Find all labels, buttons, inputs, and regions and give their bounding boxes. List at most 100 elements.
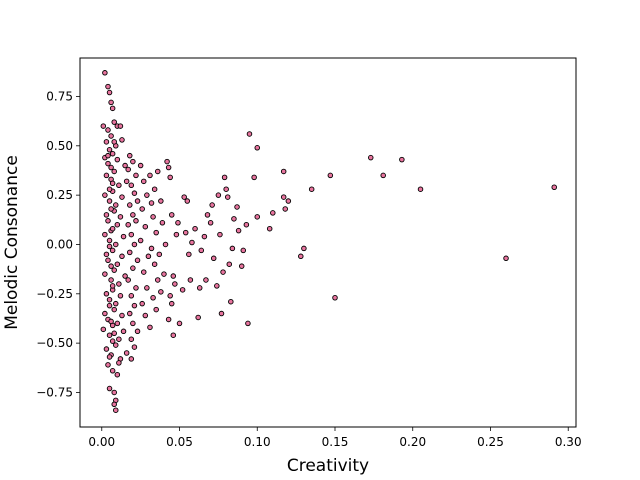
plot-area bbox=[80, 58, 576, 427]
data-point bbox=[142, 223, 149, 230]
data-point bbox=[111, 401, 117, 408]
data-point bbox=[147, 172, 153, 179]
data-point bbox=[137, 162, 144, 169]
data-point bbox=[167, 174, 173, 181]
data-point bbox=[158, 198, 164, 204]
data-point bbox=[399, 156, 405, 163]
data-point bbox=[145, 253, 152, 260]
data-point bbox=[106, 198, 113, 204]
data-point bbox=[184, 198, 191, 204]
data-point bbox=[106, 354, 113, 360]
data-point bbox=[114, 320, 121, 327]
data-point bbox=[103, 251, 110, 258]
data-point bbox=[251, 174, 257, 181]
data-point bbox=[105, 218, 111, 224]
data-point bbox=[128, 293, 135, 299]
data-point bbox=[105, 127, 111, 133]
data-point bbox=[111, 267, 117, 273]
data-point bbox=[119, 312, 125, 319]
data-point bbox=[125, 221, 131, 228]
data-point bbox=[116, 281, 122, 287]
data-point bbox=[301, 245, 307, 252]
data-point bbox=[207, 220, 214, 226]
data-point bbox=[148, 245, 155, 252]
y-tick-label: −0.50 bbox=[36, 336, 73, 350]
data-point bbox=[103, 172, 110, 179]
y-tick-label: −0.75 bbox=[36, 385, 73, 399]
data-point bbox=[105, 160, 111, 167]
data-point bbox=[417, 186, 424, 192]
data-point bbox=[120, 233, 127, 240]
data-point bbox=[116, 360, 122, 366]
y-tick-label: 0.25 bbox=[46, 188, 73, 202]
data-point bbox=[108, 164, 114, 171]
data-point bbox=[109, 150, 116, 157]
data-point bbox=[254, 145, 260, 151]
data-point bbox=[168, 300, 175, 307]
data-point bbox=[154, 277, 161, 283]
data-point bbox=[114, 261, 121, 267]
data-point bbox=[102, 271, 108, 277]
data-point bbox=[108, 318, 114, 325]
data-point bbox=[210, 255, 217, 262]
data-point bbox=[221, 174, 228, 181]
data-point bbox=[109, 180, 116, 187]
data-point bbox=[123, 350, 130, 356]
y-axis-label: Melodic Consonance bbox=[2, 155, 22, 330]
data-point bbox=[114, 371, 121, 378]
data-point bbox=[113, 202, 119, 208]
data-point bbox=[117, 214, 124, 220]
data-point bbox=[114, 221, 121, 228]
data-point bbox=[108, 277, 114, 283]
data-point bbox=[128, 356, 135, 362]
data-point bbox=[127, 202, 133, 208]
data-point bbox=[109, 105, 116, 112]
data-point bbox=[170, 332, 177, 338]
data-point bbox=[102, 192, 108, 198]
data-point bbox=[153, 306, 159, 313]
data-point bbox=[106, 237, 113, 244]
data-point bbox=[159, 220, 166, 226]
data-point bbox=[156, 251, 163, 258]
data-point bbox=[130, 212, 136, 218]
data-points bbox=[100, 70, 557, 413]
data-point bbox=[243, 221, 250, 228]
data-point bbox=[109, 338, 116, 344]
data-point bbox=[117, 293, 124, 299]
data-point bbox=[142, 312, 149, 319]
data-point bbox=[139, 206, 145, 212]
data-point bbox=[106, 243, 113, 250]
data-point bbox=[196, 285, 203, 291]
data-point bbox=[109, 247, 116, 254]
data-point bbox=[209, 202, 215, 208]
data-point bbox=[131, 344, 138, 350]
data-point bbox=[128, 336, 135, 342]
data-point bbox=[224, 194, 231, 200]
data-point bbox=[235, 227, 242, 234]
data-point bbox=[282, 206, 288, 212]
data-point bbox=[298, 253, 304, 260]
data-point bbox=[165, 164, 172, 171]
data-point bbox=[111, 139, 117, 145]
data-point bbox=[280, 168, 287, 175]
data-point bbox=[368, 154, 374, 161]
data-point bbox=[228, 298, 234, 305]
data-point bbox=[103, 139, 110, 145]
data-point bbox=[105, 257, 111, 264]
data-point bbox=[106, 302, 113, 309]
data-point bbox=[503, 255, 509, 262]
data-point bbox=[140, 269, 147, 275]
data-point bbox=[179, 287, 186, 293]
data-point bbox=[246, 131, 253, 137]
data-point bbox=[108, 133, 114, 139]
data-point bbox=[119, 253, 125, 260]
data-point bbox=[114, 156, 121, 163]
data-point bbox=[280, 194, 287, 200]
data-point bbox=[133, 285, 139, 291]
data-point bbox=[151, 261, 158, 267]
data-point bbox=[122, 273, 128, 279]
data-point bbox=[111, 168, 117, 175]
data-point bbox=[215, 192, 222, 198]
data-point bbox=[130, 320, 136, 327]
data-point bbox=[103, 212, 110, 218]
